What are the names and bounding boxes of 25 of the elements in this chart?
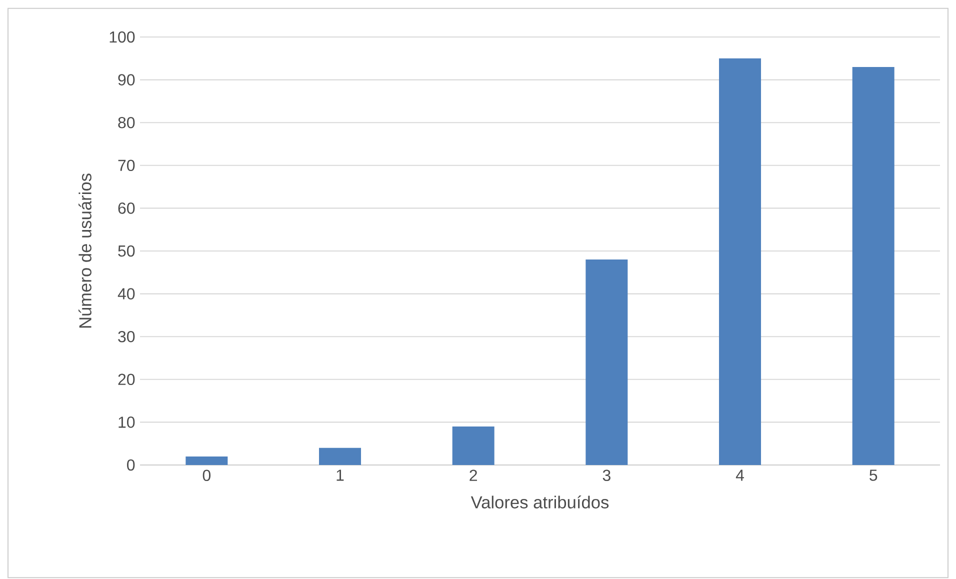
x-tick-label: 5 [870,470,878,481]
bar [586,260,628,465]
y-tick-label: 60 [118,202,135,214]
y-tick-label: 50 [118,245,135,257]
x-tick-label: 4 [736,470,744,481]
y-tick-label: 80 [118,116,135,128]
y-tick-label: 10 [118,416,135,428]
y-tick-label: 90 [118,74,135,86]
y-tick-label: 0 [127,459,135,471]
y-axis-title: Número de usuários [78,174,92,328]
bar [852,66,894,465]
bar [719,58,762,465]
y-tick-label: 20 [118,374,135,386]
x-tick-label: 2 [470,470,477,481]
y-tick-label: 30 [118,330,135,342]
bar [319,448,362,465]
x-tick-label: 3 [602,470,610,482]
y-tick-label: 70 [118,160,135,172]
y-tick-label: 40 [118,288,135,300]
bar [452,426,494,465]
x-axis-title: Valores atribuídos [470,496,609,508]
bar [186,456,228,465]
x-tick-label: 1 [336,470,344,481]
x-tick-label: 0 [202,470,211,482]
y-tick-label: 100 [110,31,135,43]
